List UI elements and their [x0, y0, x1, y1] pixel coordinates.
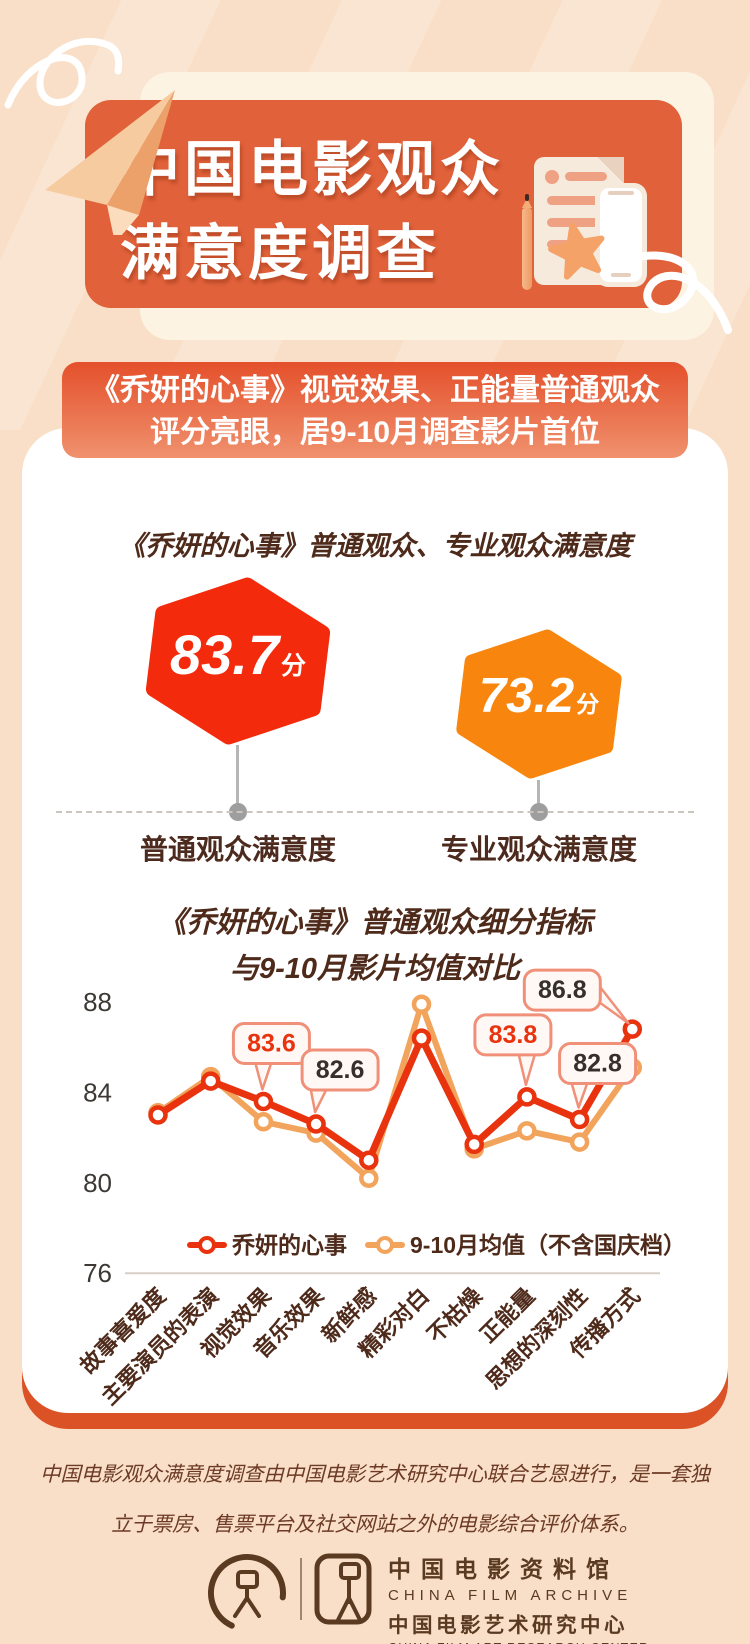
satisfaction-section-title: 《乔妍的心事》普通观众、专业观众满意度	[118, 531, 632, 561]
footer-line1: 中国电影观众满意度调查由中国电影艺术研究中心联合艺恩进行，是一套独	[40, 1463, 710, 1486]
data-point-marker	[517, 1121, 537, 1141]
callout-value: 83.8	[489, 1021, 538, 1049]
audience-score-unit: 分	[280, 652, 306, 680]
squiggle-right-icon	[622, 251, 732, 334]
page-title-line1: 中国电影观众	[120, 136, 504, 203]
svg-text:不枯燥: 不枯燥	[422, 1282, 487, 1347]
callout-value: 82.8	[573, 1050, 622, 1078]
pencil-icon	[522, 198, 532, 208]
headline-banner: 《乔妍的心事》视觉效果、正能量普通观众 评分亮眼，居9-10月调查影片首位	[62, 362, 688, 458]
data-point-marker	[411, 1028, 432, 1048]
y-tick-label: 80	[83, 1168, 112, 1198]
china-film-archive-seal-icon	[207, 1554, 286, 1632]
score-stem-right	[537, 780, 540, 808]
logo-en-archive: CHINA FILM ARCHIVE	[388, 1587, 633, 1604]
callout-box	[473, 1013, 553, 1057]
data-point-marker	[253, 1112, 274, 1132]
data-point-marker	[253, 1091, 274, 1112]
chart-title: 《乔妍的心事》普通观众细分指标 与9-10月影片均值对比	[0, 900, 750, 992]
phone-notch	[608, 191, 634, 195]
document-line	[565, 172, 607, 181]
callout-value: 86.8	[538, 976, 587, 1004]
headline-line1: 《乔妍的心事》视觉效果、正能量普通观众	[90, 374, 660, 407]
professional-score: 73.2 分	[449, 668, 629, 724]
callout-value: 83.6	[247, 1029, 296, 1057]
data-point-marker	[411, 994, 432, 1015]
data-point-marker	[148, 1105, 168, 1125]
callout-box	[231, 1021, 311, 1065]
data-point-marker	[622, 1019, 643, 1039]
data-point-marker	[464, 1134, 484, 1155]
callout-value: 82.6	[316, 1056, 365, 1084]
data-point-marker	[569, 1132, 590, 1152]
professional-score-value: 73.2	[478, 669, 575, 723]
data-point-marker	[359, 1168, 379, 1189]
logo-divider	[300, 1558, 302, 1620]
footer-line2: 立于票房、售票平台及社交网站之外的电影综合评价体系。	[111, 1513, 639, 1536]
trend-line-chart: 88848076故事喜爱度主要演员的表演视觉效果音乐效果新鲜感精彩对白不枯燥正能…	[75, 968, 686, 1410]
page-title-line2: 满意度调查	[120, 220, 440, 287]
logo-en-research-center: CHINA FILM ART RESEARCH CENTER	[388, 1641, 649, 1644]
research-center-logo-icon	[314, 1553, 372, 1625]
audience-score-label: 普通观众满意度	[139, 834, 336, 865]
document-line	[547, 218, 609, 227]
audience-score-value: 83.7	[169, 623, 279, 686]
paper-plane-icon	[45, 90, 175, 235]
pencil-lead	[525, 194, 529, 201]
series-line-0	[154, 1025, 636, 1164]
chart-title-line2: 与9-10月影片均值对比	[229, 953, 521, 985]
logo-cn-archive: 中国电影资料馆	[388, 1556, 619, 1582]
content-card	[22, 428, 728, 1413]
x-category-label: 不枯燥	[422, 1282, 487, 1347]
data-point-marker	[306, 1114, 326, 1134]
pencil-body	[522, 208, 532, 290]
headline-line2: 评分亮眼，居9-10月调查影片首位	[149, 416, 601, 449]
callout-box	[522, 968, 602, 1012]
callout-box	[558, 1042, 638, 1086]
phone-home-bar	[611, 273, 631, 277]
y-tick-label: 76	[83, 1258, 112, 1288]
audience-score-hexagon	[145, 577, 331, 745]
chart-title-line1: 《乔妍的心事》普通观众细分指标	[157, 907, 593, 939]
document-line	[547, 196, 617, 205]
phone-screen	[600, 188, 642, 282]
baseline-dashed-line	[56, 811, 694, 813]
data-point-marker	[569, 1109, 590, 1130]
data-point-marker	[359, 1150, 379, 1170]
legend-marker	[376, 1236, 394, 1254]
logo-cn-research-center: 中国电影艺术研究中心	[388, 1614, 628, 1637]
score-stem-left	[236, 745, 239, 808]
y-tick-label: 88	[83, 987, 112, 1017]
callout-box	[300, 1048, 380, 1092]
professional-score-label: 专业观众满意度	[440, 834, 637, 865]
footer-note: 中国电影观众满意度调查由中国电影艺术研究中心联合艺恩进行，是一套独 立于票房、售…	[25, 1450, 725, 1550]
data-point-marker	[200, 1071, 221, 1091]
logo-text-block: 中国电影资料馆 CHINA FILM ARCHIVE 中国电影艺术研究中心 CH…	[388, 1550, 649, 1644]
legend-marker	[198, 1236, 216, 1254]
audience-score: 83.7 分	[138, 622, 338, 687]
page-title: 中国电影观众 满意度调查	[120, 128, 540, 296]
document-bullet-dot	[545, 170, 559, 184]
y-tick-label: 84	[83, 1077, 112, 1107]
legend-label: 9-10月均值（不含国庆档）	[410, 1232, 686, 1258]
professional-score-hexagon	[456, 629, 622, 779]
squiggle-left-icon	[4, 37, 123, 109]
data-point-marker	[517, 1087, 537, 1107]
star-icon	[548, 222, 605, 280]
professional-score-unit: 分	[576, 691, 600, 717]
legend-label: 乔妍的心事	[231, 1232, 347, 1258]
